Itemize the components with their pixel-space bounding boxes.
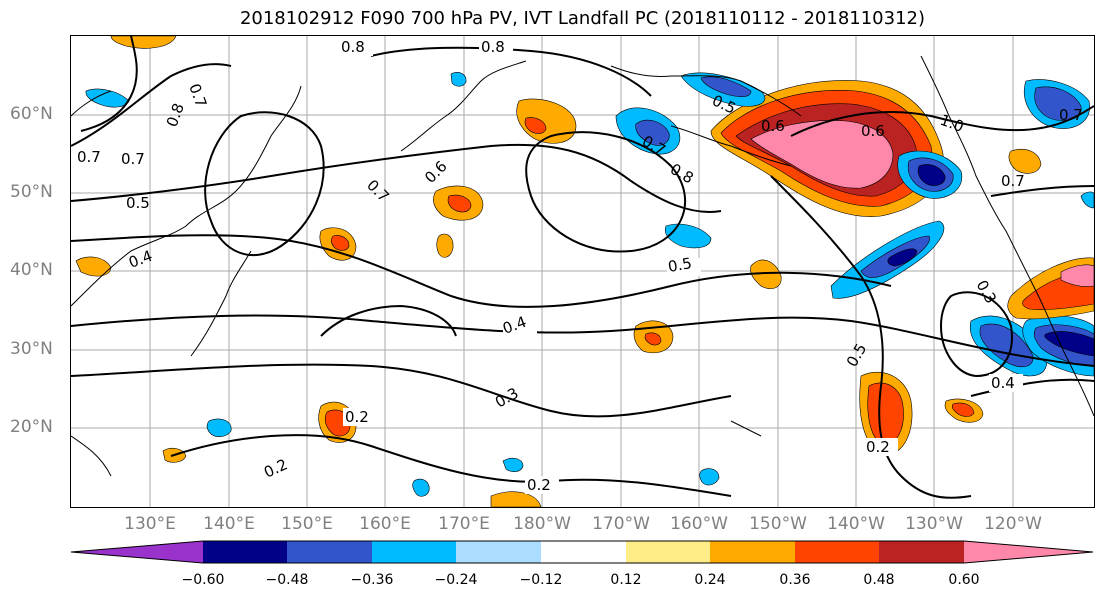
lon-label: 160°E — [359, 514, 411, 534]
contour-label: 0.6 — [861, 122, 885, 140]
contour-label: 0.7 — [185, 81, 210, 110]
lon-label: 120°W — [984, 514, 1042, 534]
colorbar-segment — [541, 541, 626, 563]
colorbar-segment — [372, 541, 456, 563]
colorbar-tick: −0.12 — [519, 572, 563, 588]
colorbar-tick: −0.60 — [181, 572, 225, 588]
colorbar-tick: −0.48 — [265, 572, 309, 588]
pv-contours — [71, 36, 1094, 499]
colorbar-extend-high — [964, 541, 1093, 563]
lat-label-40n: 40°N — [10, 260, 53, 280]
contour-label: 0.8 — [163, 101, 188, 130]
map-panel: 0.8 0.8 0.7 0.7 0.8 0.5 0.7 0.4 0.6 0.7 … — [71, 36, 1094, 507]
colorbar-segment — [456, 541, 541, 563]
contour-label-group: 0.8 0.8 0.7 0.7 0.8 0.5 0.7 0.4 0.6 0.7 … — [77, 38, 1083, 494]
contour-label: 0.7 — [77, 148, 101, 166]
contour-label: 0.2 — [261, 455, 290, 481]
contour-label: 0.7 — [1001, 172, 1025, 190]
lat-label-20n: 20°N — [10, 417, 53, 437]
contour-label: 0.8 — [667, 160, 697, 188]
contour-label: 0.3 — [492, 384, 522, 412]
lon-label: 140°E — [203, 514, 255, 534]
contour-label: 0.7 — [121, 150, 145, 168]
lat-label-60n: 60°N — [10, 104, 53, 124]
lat-label-30n: 30°N — [10, 339, 53, 359]
contour-label: 0.7 — [363, 176, 393, 206]
lon-label: 130°W — [905, 514, 963, 534]
graticule — [71, 36, 1094, 507]
colorbar-segment — [879, 541, 964, 563]
contour-label: 0.5 — [667, 254, 694, 276]
contour-label: 0.5 — [843, 340, 871, 370]
contour-label: 0.6 — [421, 157, 451, 187]
lon-label: 180°W — [513, 514, 571, 534]
lat-label-50n: 50°N — [10, 182, 53, 202]
colorbar-segment — [287, 541, 372, 563]
colorbar-tick: 0.36 — [779, 572, 811, 588]
contour-label: 0.6 — [761, 117, 785, 135]
colorbar-segment — [710, 541, 795, 563]
lon-label: 150°E — [281, 514, 333, 534]
colorbar-tick: 0.60 — [948, 572, 980, 588]
lon-label: 170°W — [592, 514, 650, 534]
contour-label: 0.4 — [991, 374, 1015, 392]
contour-label: 0.4 — [126, 247, 155, 272]
lon-label: 170°E — [438, 514, 490, 534]
colorbar-segments — [70, 540, 1094, 564]
colorbar-segment — [795, 541, 879, 563]
colorbar — [70, 540, 1094, 564]
contour-label: 0.2 — [345, 408, 369, 426]
contour-label: 0.5 — [126, 194, 150, 212]
colorbar-outline — [70, 540, 1094, 564]
contour-label: 0.2 — [527, 476, 551, 494]
pv-shading — [75, 36, 1094, 507]
colorbar-tick: 0.12 — [610, 572, 642, 588]
colorbar-extend-low — [71, 541, 203, 563]
colorbar-tick: −0.24 — [434, 572, 478, 588]
colorbar-tick: 0.24 — [694, 572, 726, 588]
map-title: 2018102912 F090 700 hPa PV, IVT Landfall… — [239, 8, 926, 29]
map-canvas: 0.8 0.8 0.7 0.7 0.8 0.5 0.7 0.4 0.6 0.7 … — [71, 36, 1094, 507]
colorbar-tick: 0.48 — [863, 572, 895, 588]
lon-label: 140°W — [827, 514, 885, 534]
lon-label: 160°W — [670, 514, 728, 534]
contour-label: 0.7 — [1059, 106, 1083, 124]
contour-label: 0.8 — [481, 38, 505, 56]
contour-label: 0.8 — [341, 38, 365, 56]
contour-label: 0.2 — [866, 438, 890, 456]
colorbar-tick: −0.36 — [350, 572, 394, 588]
lon-label: 130°E — [124, 514, 176, 534]
colorbar-segment — [626, 541, 710, 563]
colorbar-segment — [203, 541, 287, 563]
lon-label: 150°W — [749, 514, 807, 534]
